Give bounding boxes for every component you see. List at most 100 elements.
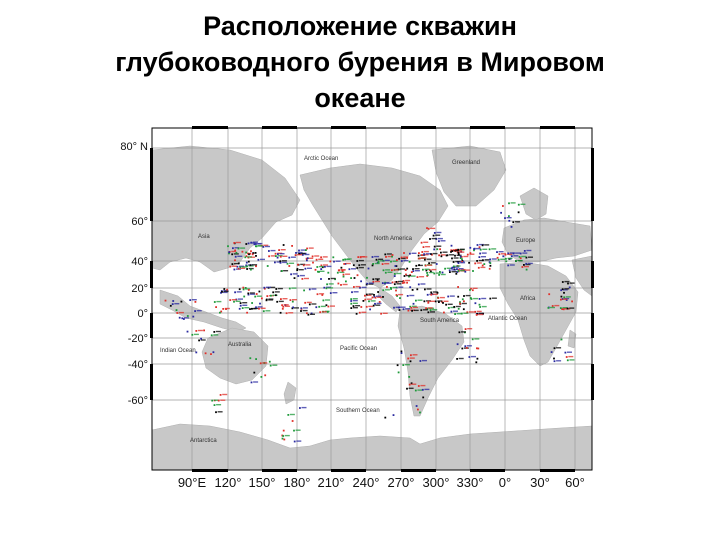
- site-marker: [525, 268, 528, 271]
- site-label-mark: [400, 306, 406, 308]
- site-label-mark: [398, 286, 404, 288]
- site-label-mark: [276, 261, 282, 263]
- site-label-mark: [425, 246, 431, 248]
- site-marker: [430, 291, 433, 294]
- site-marker: [507, 252, 510, 255]
- lat-label-80-text: 80° N: [120, 141, 148, 153]
- site-label-mark: [422, 309, 428, 311]
- site-label-mark: [278, 300, 284, 303]
- site-marker: [412, 268, 414, 270]
- site-marker: [391, 255, 393, 258]
- site-marker: [255, 265, 257, 268]
- site-marker: [234, 249, 236, 252]
- site-marker: [414, 389, 417, 392]
- site-marker: [406, 295, 409, 297]
- site-label-mark: [455, 265, 461, 267]
- site-marker: [233, 300, 235, 303]
- site-label-mark: [465, 294, 471, 297]
- site-marker: [565, 356, 568, 358]
- site-marker: [237, 247, 240, 250]
- site-label-mark: [484, 259, 490, 261]
- site-label-mark: [256, 243, 261, 245]
- site-label-mark: [479, 312, 484, 315]
- site-label-mark: [432, 252, 438, 255]
- site-label-mark: [431, 237, 437, 240]
- site-marker: [234, 259, 236, 262]
- site-label-mark: [308, 247, 314, 249]
- site-marker: [417, 408, 419, 411]
- site-marker: [288, 265, 291, 267]
- site-marker: [321, 294, 324, 296]
- site-marker: [350, 307, 353, 309]
- site-marker: [306, 259, 308, 262]
- site-label-mark: [430, 227, 436, 230]
- site-marker: [342, 275, 345, 278]
- land-australia: [201, 327, 269, 385]
- site-marker: [294, 254, 297, 256]
- site-label-mark: [368, 293, 374, 295]
- site-label-mark: [417, 389, 423, 391]
- site-marker: [434, 300, 437, 303]
- site-label-mark: [294, 307, 299, 309]
- site-marker: [422, 396, 425, 399]
- site-label-mark: [265, 245, 270, 248]
- site-label-mark: [506, 217, 512, 219]
- site-marker: [430, 253, 432, 255]
- site-marker: [422, 246, 425, 248]
- site-marker: [189, 299, 192, 301]
- site-marker: [551, 305, 554, 307]
- site-marker: [469, 252, 472, 254]
- site-label-mark: [509, 264, 515, 266]
- site-marker: [469, 246, 472, 249]
- site-label-mark: [447, 303, 453, 305]
- label-europe: Europe: [516, 238, 536, 244]
- site-label-mark: [335, 260, 341, 262]
- site-marker: [507, 264, 510, 267]
- site-label-mark: [426, 258, 432, 260]
- site-label-mark: [246, 256, 252, 258]
- site-marker: [462, 308, 465, 311]
- site-marker: [282, 305, 285, 308]
- site-label-mark: [405, 308, 411, 310]
- site-marker: [497, 258, 500, 261]
- site-marker: [253, 243, 256, 246]
- site-marker: [219, 311, 221, 314]
- site-marker: [439, 248, 441, 251]
- site-label-mark: [443, 300, 449, 302]
- site-label-mark: [426, 288, 432, 290]
- site-marker: [450, 244, 453, 247]
- site-marker: [371, 296, 374, 299]
- site-marker: [236, 265, 239, 268]
- site-marker: [215, 306, 217, 308]
- site-marker: [466, 311, 469, 314]
- site-marker: [381, 282, 384, 284]
- map-border: [150, 126, 594, 472]
- site-marker: [405, 273, 407, 276]
- site-marker: [299, 253, 301, 255]
- site-marker: [457, 307, 460, 310]
- site-marker: [423, 253, 425, 256]
- site-marker: [291, 245, 293, 247]
- site-marker: [278, 249, 280, 251]
- site-label-mark: [297, 254, 303, 256]
- site-label-mark: [252, 264, 258, 266]
- site-marker: [340, 284, 342, 286]
- site-marker: [251, 302, 253, 304]
- site-marker: [306, 312, 308, 315]
- site-marker: [476, 260, 478, 262]
- site-marker: [282, 435, 285, 437]
- site-label-mark: [420, 283, 426, 285]
- lon-label-120: 120°: [215, 475, 242, 490]
- site-marker: [441, 271, 444, 274]
- site-label-mark: [239, 265, 244, 267]
- site-marker: [390, 260, 392, 263]
- site-label-mark: [200, 339, 206, 341]
- site-label-mark: [222, 291, 228, 294]
- site-marker: [502, 255, 505, 258]
- site-marker: [286, 262, 289, 265]
- site-marker: [352, 264, 355, 267]
- site-label-mark: [319, 270, 325, 272]
- site-marker: [301, 254, 304, 256]
- site-label-mark: [366, 294, 372, 296]
- site-marker: [424, 264, 427, 267]
